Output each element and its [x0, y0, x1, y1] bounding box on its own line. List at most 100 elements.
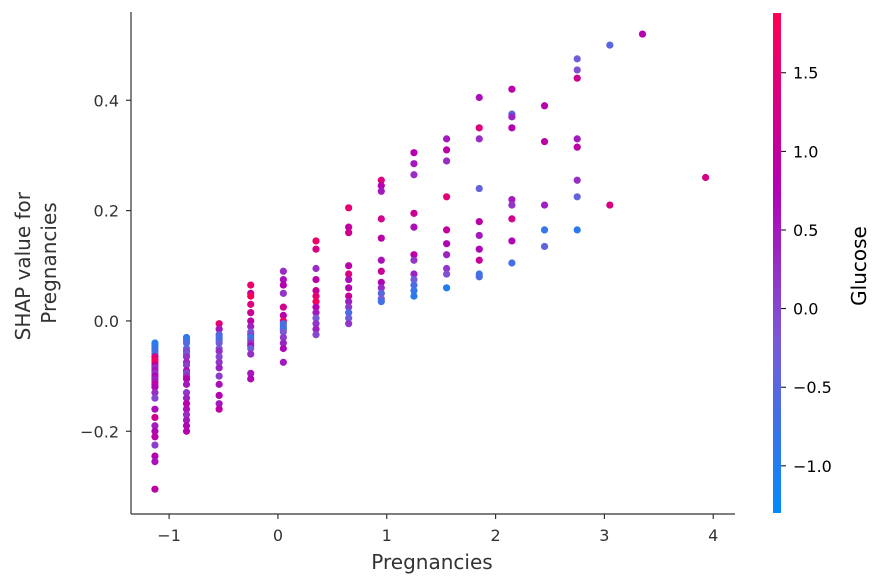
data-point	[279, 358, 287, 366]
data-point	[279, 328, 287, 336]
colorbar-tick-label: 0.0	[793, 300, 818, 319]
data-point	[151, 422, 159, 430]
colorbar-tick-label: 1.0	[793, 142, 818, 161]
x-tick-label: 0	[273, 526, 283, 545]
data-point	[151, 452, 159, 460]
data-point	[377, 234, 385, 242]
colorbar-tick-label: −1.0	[793, 457, 832, 476]
colorbar-tick-label: 1.5	[793, 64, 818, 83]
data-point	[475, 273, 483, 281]
data-point	[345, 204, 353, 212]
data-point	[151, 457, 159, 466]
data-point	[279, 267, 287, 275]
y-axis-title-line-1: SHAP value for	[11, 191, 35, 340]
data-point	[312, 286, 320, 295]
data-point	[215, 339, 223, 347]
data-point	[279, 339, 287, 347]
data-point	[345, 320, 353, 328]
data-point	[475, 245, 483, 253]
data-point	[606, 201, 614, 209]
data-point	[215, 353, 223, 361]
data-point	[345, 303, 353, 311]
data-point	[475, 256, 483, 264]
data-point	[443, 135, 451, 143]
data-point	[247, 292, 255, 300]
data-point	[410, 149, 418, 157]
data-point	[312, 237, 320, 245]
colorbar-ticks: −1.0 −0.5 0.0 0.5 1.0 1.5	[781, 64, 832, 476]
data-point	[279, 344, 287, 353]
data-point	[151, 441, 159, 449]
data-point	[410, 160, 418, 168]
data-point	[345, 275, 353, 284]
data-point	[475, 231, 483, 240]
data-point	[312, 314, 320, 322]
data-point	[377, 298, 385, 306]
data-point	[247, 369, 255, 377]
data-point	[377, 215, 385, 223]
data-point	[345, 229, 353, 237]
data-point	[443, 240, 451, 248]
data-point	[247, 350, 255, 358]
data-point	[182, 400, 191, 408]
y-tick-label: 0.4	[94, 91, 119, 110]
data-point	[638, 30, 647, 38]
data-point	[312, 245, 320, 253]
data-point	[182, 353, 191, 361]
data-point	[151, 389, 159, 397]
data-point	[215, 405, 223, 413]
data-point	[151, 405, 159, 413]
data-point	[508, 201, 516, 209]
colorbar	[773, 13, 781, 513]
data-point	[540, 242, 549, 251]
data-point	[312, 275, 320, 284]
x-tick-label: 3	[599, 526, 609, 545]
data-point	[345, 223, 353, 231]
data-point	[377, 182, 385, 190]
y-axis-title-line-2: Pregnancies	[37, 202, 61, 323]
data-point	[151, 394, 159, 402]
data-point	[312, 303, 320, 311]
x-tick-label: 2	[490, 526, 500, 545]
colorbar-title: Glucose	[847, 226, 871, 306]
data-point	[345, 298, 353, 306]
data-point	[443, 193, 451, 201]
data-point	[410, 292, 418, 300]
data-point	[247, 300, 255, 308]
data-point	[475, 218, 483, 226]
y-tick-label: −0.2	[80, 422, 119, 441]
data-point	[702, 173, 710, 182]
data-point	[182, 427, 191, 435]
data-point	[215, 380, 223, 388]
data-point	[151, 413, 159, 422]
data-point	[279, 281, 287, 289]
y-tick-label: 0.2	[94, 202, 119, 221]
data-point	[312, 292, 320, 300]
data-point	[312, 331, 320, 339]
data-point	[215, 325, 223, 333]
data-point	[312, 264, 320, 273]
data-point	[182, 411, 191, 419]
data-point	[508, 113, 516, 121]
data-point	[247, 281, 255, 289]
data-point	[573, 143, 581, 151]
data-point	[540, 226, 549, 234]
data-point	[443, 264, 451, 273]
data-point	[410, 286, 418, 295]
data-point	[182, 339, 191, 347]
x-tick-label: 4	[708, 526, 718, 545]
data-point	[443, 251, 451, 259]
data-point	[377, 267, 385, 275]
data-point	[377, 256, 385, 264]
data-point	[377, 187, 385, 195]
data-point	[182, 375, 191, 383]
data-point	[573, 176, 581, 184]
data-point	[182, 416, 191, 424]
data-point	[410, 251, 418, 259]
data-point	[573, 74, 581, 82]
data-point	[508, 259, 516, 267]
data-point	[410, 270, 418, 278]
x-tick-label: −1	[157, 526, 181, 545]
data-points	[151, 30, 710, 493]
